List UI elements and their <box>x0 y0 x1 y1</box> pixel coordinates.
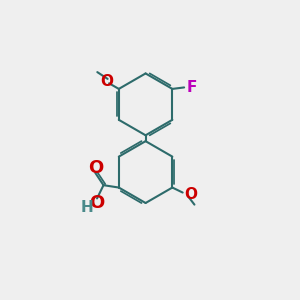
Text: O: O <box>88 159 103 177</box>
Text: O: O <box>100 74 113 89</box>
Text: O: O <box>89 194 104 212</box>
Text: H: H <box>80 200 93 215</box>
Text: F: F <box>186 80 197 95</box>
Text: O: O <box>185 187 198 202</box>
